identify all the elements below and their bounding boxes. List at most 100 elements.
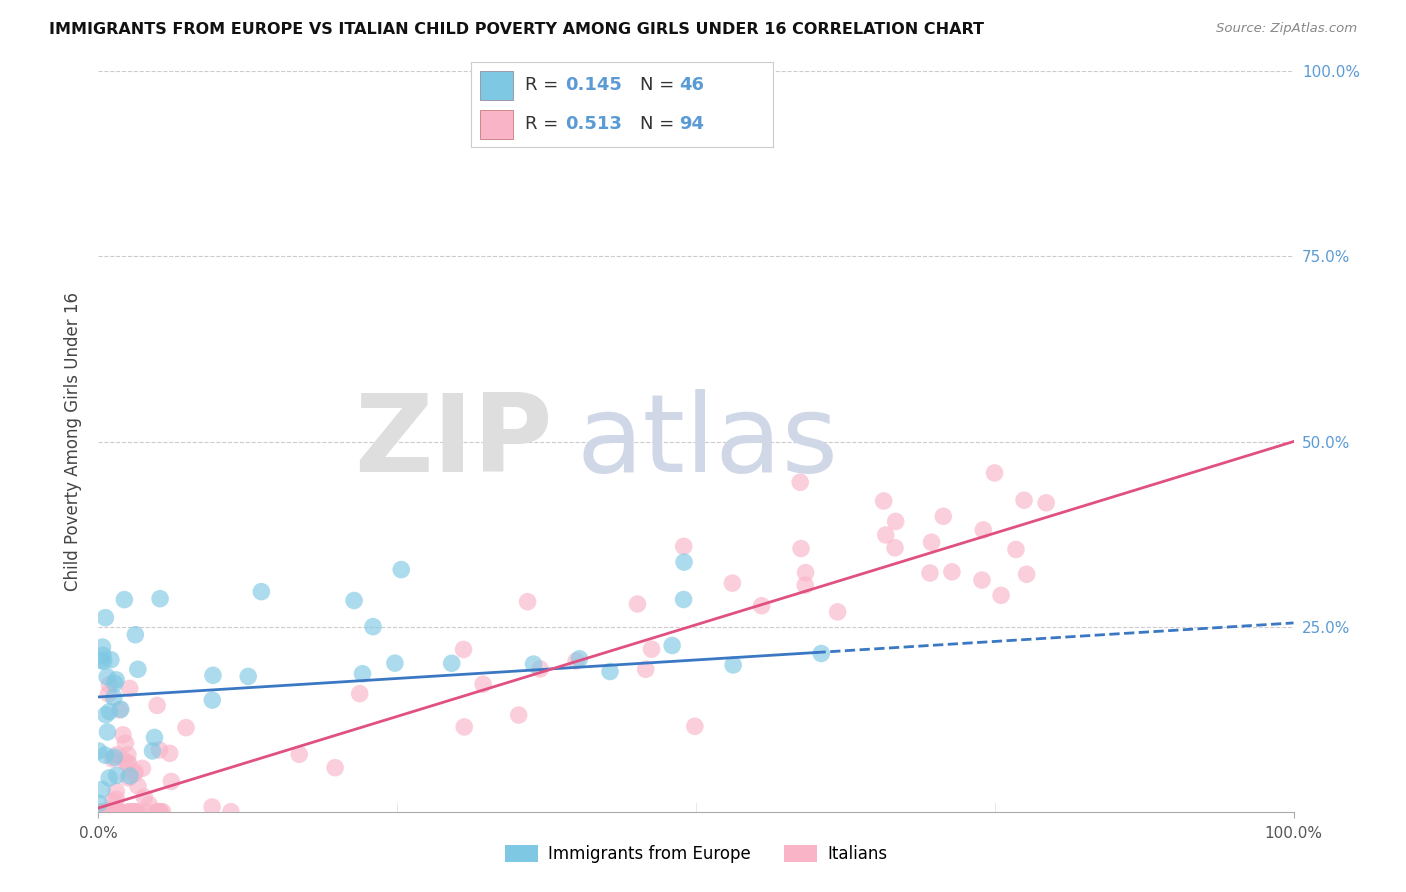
- Point: [721, 657, 744, 672]
- Point: [672, 592, 695, 607]
- Point: [872, 494, 894, 508]
- Point: [125, 805, 148, 819]
- Point: [110, 702, 132, 716]
- Point: [672, 539, 695, 553]
- Point: [91, 640, 114, 654]
- Text: 0.145: 0.145: [565, 77, 621, 95]
- Point: [94, 707, 117, 722]
- Point: [105, 784, 128, 798]
- Point: [522, 657, 544, 671]
- Point: [138, 797, 160, 812]
- Point: [146, 805, 169, 819]
- Point: [97, 805, 120, 819]
- Point: [118, 769, 141, 783]
- Point: [250, 584, 273, 599]
- Point: [921, 535, 943, 549]
- Point: [794, 578, 817, 592]
- Point: [661, 639, 683, 653]
- Point: [97, 687, 120, 701]
- Point: [100, 805, 122, 819]
- Point: [634, 662, 657, 676]
- Point: [105, 673, 128, 687]
- Point: [93, 805, 115, 819]
- Point: [972, 523, 994, 537]
- Point: [1005, 542, 1028, 557]
- Point: [134, 790, 156, 805]
- Point: [96, 725, 118, 739]
- Text: ZIP: ZIP: [354, 389, 553, 494]
- Point: [131, 761, 153, 775]
- Point: [117, 771, 139, 785]
- Point: [941, 565, 963, 579]
- Point: [104, 805, 127, 819]
- Point: [352, 666, 374, 681]
- Point: [108, 805, 131, 819]
- Point: [127, 779, 149, 793]
- Point: [789, 475, 811, 490]
- Point: [90, 805, 112, 819]
- Point: [159, 747, 181, 761]
- Point: [122, 805, 145, 819]
- Point: [87, 744, 110, 758]
- Text: 94: 94: [679, 115, 704, 133]
- Text: IMMIGRANTS FROM EUROPE VS ITALIAN CHILD POVERTY AMONG GIRLS UNDER 16 CORRELATION: IMMIGRANTS FROM EUROPE VS ITALIAN CHILD …: [49, 22, 984, 37]
- Point: [1015, 567, 1038, 582]
- Point: [875, 528, 897, 542]
- Point: [361, 620, 384, 634]
- Point: [118, 681, 141, 696]
- Point: [174, 721, 197, 735]
- Text: 0.513: 0.513: [565, 115, 621, 133]
- Point: [970, 573, 993, 587]
- Point: [124, 628, 146, 642]
- Point: [148, 743, 170, 757]
- Legend: Immigrants from Europe, Italians: Immigrants from Europe, Italians: [498, 838, 894, 870]
- Point: [105, 792, 128, 806]
- Text: Source: ZipAtlas.com: Source: ZipAtlas.com: [1216, 22, 1357, 36]
- Point: [932, 509, 955, 524]
- Point: [117, 805, 139, 819]
- Point: [127, 662, 149, 676]
- Point: [599, 665, 621, 679]
- Point: [918, 566, 941, 580]
- Point: [112, 592, 135, 607]
- Point: [97, 805, 120, 819]
- Point: [93, 654, 115, 668]
- Point: [108, 805, 131, 819]
- Point: [160, 774, 183, 789]
- Point: [983, 466, 1005, 480]
- FancyBboxPatch shape: [479, 110, 513, 139]
- Point: [884, 541, 907, 555]
- Point: [453, 642, 475, 657]
- Point: [103, 750, 125, 764]
- Point: [143, 731, 166, 745]
- Point: [90, 782, 112, 797]
- Y-axis label: Child Poverty Among Girls Under 16: Child Poverty Among Girls Under 16: [63, 292, 82, 591]
- Point: [201, 668, 224, 682]
- Point: [105, 768, 128, 782]
- Point: [96, 670, 118, 684]
- Point: [105, 805, 128, 819]
- Point: [114, 736, 136, 750]
- Point: [508, 708, 530, 723]
- Point: [529, 662, 551, 676]
- Point: [94, 610, 117, 624]
- Point: [751, 599, 773, 613]
- Point: [103, 690, 125, 705]
- Point: [96, 805, 118, 819]
- Point: [472, 677, 495, 691]
- Point: [827, 605, 849, 619]
- Point: [136, 805, 159, 819]
- Point: [884, 515, 907, 529]
- Point: [640, 642, 662, 657]
- Point: [87, 797, 110, 811]
- Text: N =: N =: [640, 115, 681, 133]
- Point: [219, 805, 242, 819]
- Point: [683, 719, 706, 733]
- Point: [104, 805, 127, 819]
- Point: [721, 576, 744, 591]
- Point: [100, 653, 122, 667]
- Point: [1035, 496, 1057, 510]
- Point: [117, 756, 139, 771]
- Text: R =: R =: [526, 77, 564, 95]
- Point: [117, 756, 139, 771]
